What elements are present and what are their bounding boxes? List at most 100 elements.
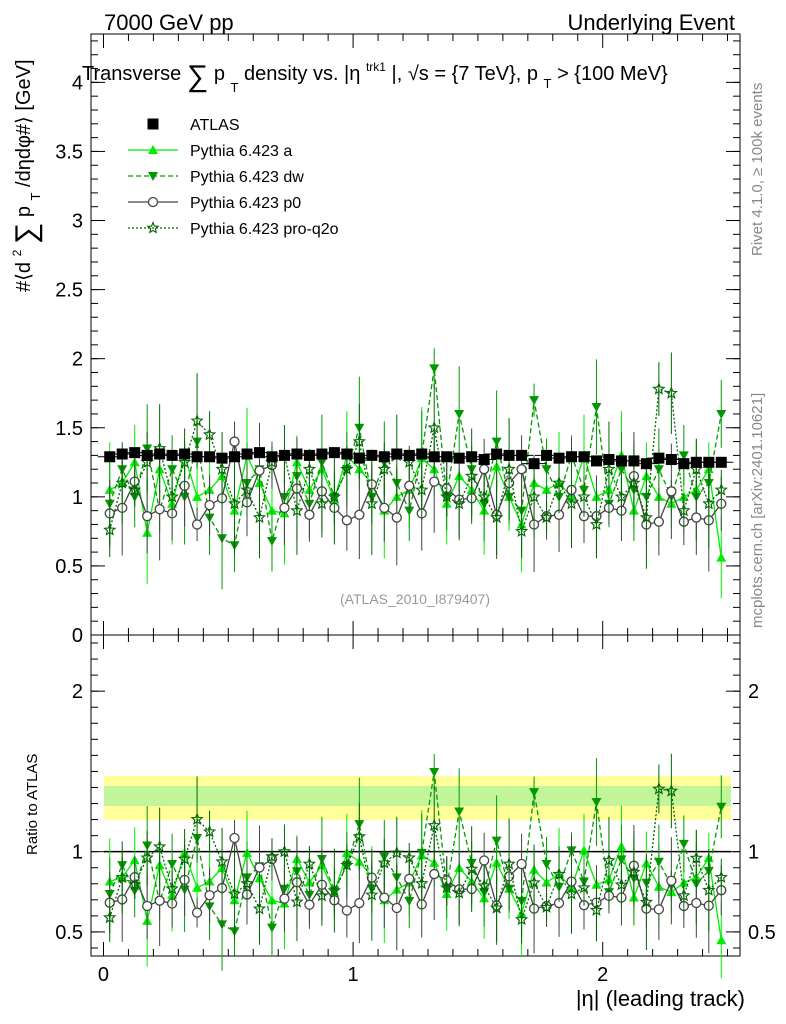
data-point: [478, 454, 490, 466]
data-point: [191, 519, 203, 530]
data-point: [390, 845, 404, 859]
data-point: [328, 447, 340, 459]
data-point: [147, 118, 159, 130]
data-point: [227, 887, 242, 900]
data-point: [378, 451, 390, 463]
data-point: [165, 489, 179, 503]
ratio-xtick-label: 2: [597, 964, 608, 986]
main-ytick-label: 3.5: [55, 141, 83, 163]
data-point: [440, 489, 454, 503]
data-point: [477, 489, 491, 503]
data-point: [190, 413, 204, 427]
data-point: [428, 451, 440, 463]
data-point: [229, 436, 240, 447]
legend-label: Pythia 6.423 pro-q2o: [190, 221, 339, 238]
data-point: [529, 788, 540, 798]
ratio-ytick-label-right: 2: [748, 681, 759, 703]
data-point: [677, 503, 691, 517]
data-point: [429, 364, 440, 374]
ratio-xtick-label: 0: [98, 964, 109, 986]
data-point: [302, 462, 317, 475]
data-point: [167, 860, 178, 870]
data-point: [290, 503, 304, 517]
data-point: [141, 449, 153, 461]
data-point: [452, 496, 466, 510]
data-point: [192, 882, 203, 892]
data-point: [128, 877, 142, 891]
data-point: [577, 489, 591, 503]
data-point: [304, 899, 315, 910]
ratio-panel-frame: [90, 634, 741, 957]
data-point: [516, 464, 527, 475]
main-ytick-label: 0.5: [55, 556, 83, 578]
data-point: [614, 877, 629, 891]
main-panel-frame: [90, 33, 741, 636]
data-point: [204, 451, 216, 463]
data-point: [503, 449, 515, 461]
main-ylabel: #⟨d 2 ∑ p T /dηdφ#⟩ [GeV]: [4, 59, 45, 292]
main-ytick-label: 1.5: [55, 418, 83, 440]
data-point: [216, 452, 228, 464]
data-point: [191, 907, 203, 918]
x-axis-label: |η| (leading track): [576, 986, 745, 1011]
ratio-ylabel: Ratio to ATLAS: [24, 754, 41, 855]
data-point: [665, 454, 677, 466]
data-point: [691, 512, 702, 523]
data-point: [290, 894, 304, 908]
main-title: Transverse ∑ p T density vs. |η trk1 |, …: [82, 54, 668, 97]
data-point: [577, 880, 591, 894]
legend-label: ATLAS: [190, 117, 240, 134]
data-point: [303, 449, 315, 461]
data-point: [252, 510, 267, 524]
data-point: [714, 870, 728, 883]
data-point: [204, 499, 215, 511]
data-point: [652, 382, 666, 395]
data-point: [541, 465, 552, 475]
data-point: [427, 420, 441, 434]
series-line: [109, 388, 722, 534]
ratio-ytick-label: 1: [72, 842, 83, 864]
data-point: [354, 897, 365, 909]
data-point: [215, 462, 229, 475]
data-point: [615, 455, 627, 467]
ratio-series-line: [109, 844, 722, 941]
data-point: [404, 897, 415, 907]
data-point: [516, 858, 527, 870]
data-point: [402, 850, 416, 864]
data-point: [678, 458, 690, 470]
data-point: [241, 448, 253, 460]
data-point: [229, 832, 240, 844]
data-point: [166, 449, 178, 461]
main-plot-layer: [97, 348, 734, 599]
data-point: [327, 489, 341, 503]
data-point: [578, 845, 589, 855]
data-point: [452, 886, 466, 899]
data-point: [365, 496, 379, 510]
mcplots-watermark: mcplots.cern.ch [arXiv:2401.10621]: [749, 393, 766, 628]
data-point: [639, 510, 653, 524]
data-point: [653, 465, 664, 475]
data-point: [602, 462, 616, 475]
data-point: [379, 892, 390, 903]
data-point: [304, 509, 315, 520]
data-point: [202, 824, 217, 838]
legend-label: Pythia 6.423 p0: [190, 195, 301, 212]
data-point: [591, 403, 602, 413]
data-point: [154, 448, 166, 460]
data-point: [240, 482, 254, 496]
data-point: [541, 860, 552, 870]
series-line: [109, 368, 722, 547]
data-point: [566, 451, 578, 463]
data-point: [191, 451, 203, 463]
data-point: [716, 552, 727, 562]
data-point: [677, 888, 691, 902]
data-point: [165, 881, 179, 895]
data-point: [616, 855, 627, 865]
data-point: [404, 873, 415, 884]
data-point: [703, 456, 715, 468]
data-point: [603, 454, 615, 466]
data-point: [147, 196, 159, 208]
data-point: [391, 512, 402, 523]
axes-layer: 0 0.5 1 1.5 2 2.5 3 3.5 4 0 1 2 0.5 0.5 1 1 2 2: [55, 34, 776, 986]
ratio-series-line: [109, 788, 722, 922]
